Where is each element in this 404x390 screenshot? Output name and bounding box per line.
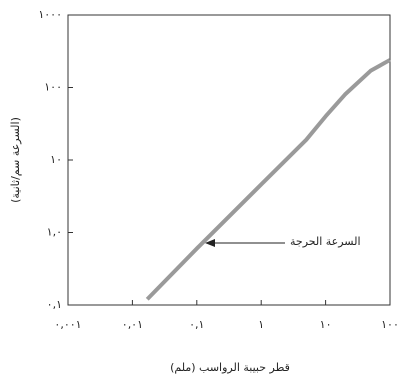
- y-axis-label: (السرعة سم/ثانية): [9, 117, 22, 203]
- x-tick-label: ٠,٠٠١: [54, 318, 81, 331]
- line: [145, 58, 391, 301]
- plot-frame: [67, 14, 391, 306]
- x-tick-label: ١٠: [320, 318, 332, 331]
- x-tick-label: ١: [258, 318, 264, 331]
- y-tick-label: ٠,١: [47, 298, 62, 311]
- y-tick-label: ١,٠: [47, 226, 62, 239]
- x-axis-label: قطر حبيبة الرواسب (ملم): [170, 361, 290, 374]
- y-tick-label: ١٠٠: [44, 81, 62, 94]
- y-tick-label: ١٠: [50, 153, 62, 166]
- annotation-arrowhead: [205, 239, 215, 247]
- annotation: السرعة الحرجة: [290, 235, 361, 248]
- x-tick-label: ١٠٠: [381, 318, 399, 331]
- x-tick-label: ٠,٠١: [122, 318, 143, 331]
- x-tick-label: ٠,١: [189, 318, 204, 331]
- y-tick-label: ١٠٠٠: [38, 8, 62, 21]
